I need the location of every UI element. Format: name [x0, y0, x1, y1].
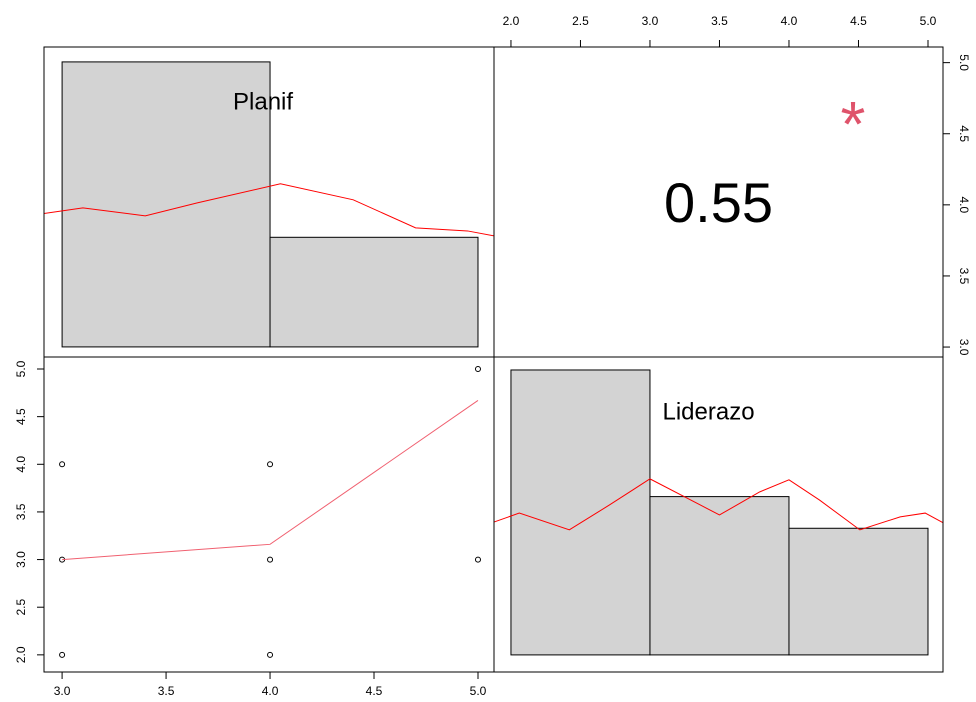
x-tick-label: 4.0 [781, 14, 798, 28]
histogram-bar [61, 61, 271, 348]
y-tick-label: 5.0 [14, 360, 28, 377]
scatter-point [267, 556, 274, 563]
x-tick-label: 3.0 [54, 684, 71, 698]
x-tick-label: 4.5 [366, 684, 383, 698]
x-tick-label: 2.0 [503, 14, 520, 28]
scatter-point [59, 651, 66, 658]
x-tick-label: 4.0 [262, 684, 279, 698]
histogram-bar [649, 496, 790, 656]
x-tick-label: 5.0 [920, 14, 937, 28]
y-tick-label: 4.5 [957, 125, 971, 142]
x-tick-label: 2.5 [572, 14, 589, 28]
density-curve [44, 183, 494, 237]
histogram-bar [510, 369, 651, 656]
x-tick-label: 3.0 [642, 14, 659, 28]
y-tick-label: 4.0 [957, 197, 971, 214]
y-tick-label: 3.0 [14, 551, 28, 568]
scatter-point [267, 651, 274, 658]
scatter-point [474, 556, 481, 563]
y-tick-label: 2.0 [14, 646, 28, 663]
y-tick-label: 5.0 [957, 54, 971, 71]
significance-star: * [841, 88, 866, 160]
x-tick-label: 3.5 [158, 684, 175, 698]
x-tick-label: 3.5 [711, 14, 728, 28]
scatter-point [59, 461, 66, 468]
y-tick-label: 4.5 [14, 408, 28, 425]
scatter-point [474, 366, 481, 373]
panel-border [43, 356, 495, 673]
scatter-point [267, 461, 274, 468]
fit-line [62, 400, 479, 561]
density-curve [494, 478, 943, 531]
y-tick-label: 3.5 [957, 268, 971, 285]
x-tick-label: 4.5 [850, 14, 867, 28]
y-tick-label: 4.0 [14, 456, 28, 473]
y-tick-label: 2.5 [14, 599, 28, 616]
panel-border [493, 356, 944, 673]
histogram-bar [269, 236, 479, 348]
y-tick-label: 3.5 [14, 503, 28, 520]
histogram-bar [788, 527, 929, 656]
correlation-value: 0.55 [664, 171, 773, 234]
variable-name: Liderazo [663, 398, 755, 425]
y-tick-label: 3.0 [957, 339, 971, 356]
variable-name: Planif [233, 88, 293, 115]
x-tick-label: 5.0 [470, 684, 487, 698]
